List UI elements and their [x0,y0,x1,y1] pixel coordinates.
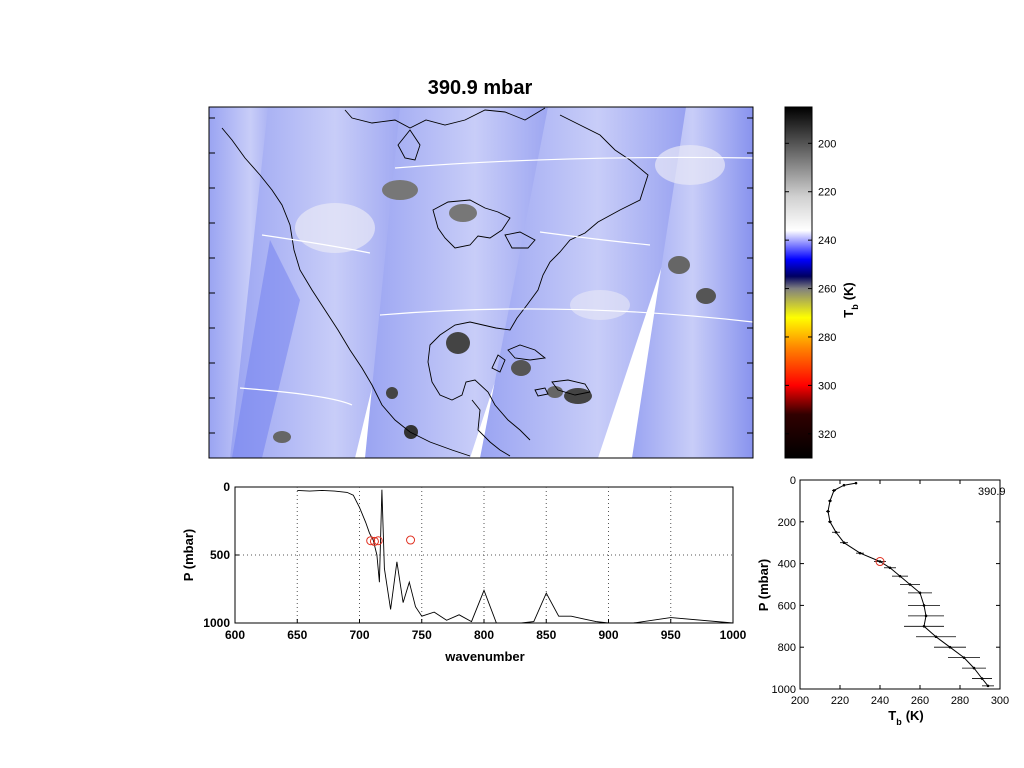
colorbar-tick-label: 240 [818,235,836,247]
profile-point [858,551,862,555]
profile-point [842,483,846,487]
y-tick-label: 500 [210,548,230,562]
profile-point [834,530,838,534]
profile-point [922,625,926,628]
profile-point [826,510,830,513]
channel-marker [369,536,379,546]
y-tick-label: 800 [778,642,796,654]
spectrum-series [297,489,734,624]
x-tick-label: 900 [598,628,618,642]
spectrum-y-label: P (mbar) [181,529,196,582]
profile-panel: 200 220 240 260 280 300 0 200 400 600 800 1000 390… [756,475,1009,727]
profile-point [908,583,912,586]
map-panel [209,107,753,458]
x-tick-label: 800 [474,628,494,642]
colorbar-tick-label: 260 [818,284,836,296]
profile-markers [875,557,885,567]
colorbar-tick-label: 300 [818,380,836,392]
x-tick-label: 220 [831,695,849,707]
map-frame [208,106,754,459]
x-tick-label: 260 [911,695,929,707]
y-tick-label: 400 [778,559,796,571]
colorbar [784,106,813,459]
x-tick-label: 950 [661,628,681,642]
spectrum-markers [366,535,416,546]
channel-marker [366,536,376,546]
x-tick-label: 600 [225,628,245,642]
level-marker [875,557,885,567]
profile-point [832,489,836,492]
x-tick-label: 1000 [720,628,747,642]
profile-point [934,635,938,639]
profile-point [986,684,990,688]
coastlines [221,107,649,457]
profile-point [962,656,966,659]
spectrum-line [297,489,734,624]
cloud-features [273,145,725,443]
colorbar-tick-label: 220 [818,187,836,199]
colorbar-label: Tb(K) [841,282,860,318]
channel-marker [406,535,416,545]
profile-x-ticks: 200 220 240 260 280 300 [791,480,1009,707]
y-tick-label: 600 [778,600,796,612]
channel-marker [373,536,383,546]
y-tick-label: 1000 [772,684,796,696]
spectrum-y-ticks: 0 500 1000 [203,480,239,630]
profile-x-label: Tb (K) [888,708,924,727]
profile-point [918,591,922,595]
x-tick-label: 280 [951,695,969,707]
profile-point [898,574,902,578]
profile-point [888,566,892,570]
profile-point [972,666,976,670]
colorbar-tick-label: 200 [818,138,836,150]
swath [365,107,585,458]
colorbar-tick-label: 280 [818,332,836,344]
colorbar-tick-label: 320 [818,429,836,441]
profile-point [878,560,882,563]
x-tick-label: 850 [536,628,556,642]
profile-point [924,614,928,618]
y-tick-label: 200 [778,517,796,529]
x-tick-label: 240 [871,695,889,707]
spectrum-x-label: wavenumber [444,649,524,664]
profile-y-label: P (mbar) [756,559,771,612]
profile-series [826,481,990,688]
spectrum-grid [235,487,733,623]
swath [632,107,753,458]
page-title: 390.9 mbar [428,77,533,99]
spectrum-x-ticks: 600 650 700 750 800 850 900 950 1000 [225,619,747,642]
profile-annotation: 390.9 [978,486,1006,498]
x-tick-label: 700 [349,628,369,642]
y-tick-label: 0 [223,480,230,494]
profile-point [948,645,952,649]
x-tick-label: 300 [991,695,1009,707]
swath [480,107,715,458]
swath [232,240,300,458]
profile-point [828,520,832,524]
profile-point [922,604,926,607]
profile-y-ticks: 0 200 400 600 800 1000 [772,475,1000,696]
x-tick-label: 200 [791,695,809,707]
x-tick-label: 650 [287,628,307,642]
y-tick-label: 0 [790,475,796,487]
map-ticks [209,117,753,434]
spectrum-panel: 600 650 700 750 800 850 900 950 1000 0 500 1000 wa… [181,480,747,664]
profile-point [854,481,858,485]
grid-arcs [239,156,753,406]
profile-point [842,541,846,544]
profile-point [828,499,832,503]
y-tick-label: 1000 [203,616,230,630]
profile-point [980,677,984,680]
colorbar-ticks: 200 220 240 260 280 300 320 [785,138,836,441]
x-tick-label: 750 [412,628,432,642]
